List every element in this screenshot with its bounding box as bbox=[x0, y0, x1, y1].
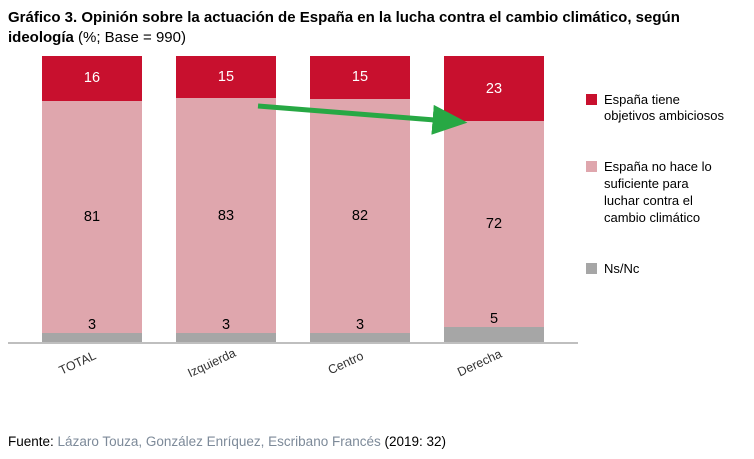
legend-item-1: España no hace lo suficiente para luchar… bbox=[586, 159, 746, 227]
segment-total-series2: 3 bbox=[42, 318, 142, 342]
value-label: 72 bbox=[485, 216, 503, 233]
value-label: 81 bbox=[83, 208, 101, 225]
legend-swatch bbox=[586, 262, 597, 274]
segment-centro-series1: 82 bbox=[310, 98, 410, 334]
segment-izquierda-series0: 15 bbox=[176, 55, 276, 99]
source-authors[interactable]: Lázaro Touza, González Enríquez, Escriba… bbox=[57, 433, 381, 449]
segment-total-series1: 81 bbox=[42, 101, 142, 334]
value-label: 3 bbox=[355, 317, 365, 334]
segment-derecha-series1: 72 bbox=[444, 121, 544, 328]
bar-centro: 15 82 3 bbox=[310, 55, 410, 342]
segment-centro-series0: 15 bbox=[310, 55, 410, 99]
segment-centro-series2: 3 bbox=[310, 318, 410, 342]
legend-item-2: Ns/Nc bbox=[586, 261, 746, 278]
x-axis-label-total: TOTAL bbox=[57, 347, 99, 378]
legend-label: España tiene objetivos ambiciosos bbox=[604, 91, 724, 124]
legend-swatch bbox=[586, 161, 597, 173]
value-label: 82 bbox=[351, 207, 369, 224]
chart-title-main: Gráfico 3. Opinión sobre la actuación de… bbox=[8, 9, 680, 46]
chart-area: 16 81 3 15 83 3 15 82 3 23 72 5 TOTAL Izquierda Centr… bbox=[8, 55, 746, 398]
value-label: 16 bbox=[83, 70, 101, 87]
x-axis-label-derecha: Derecha bbox=[455, 346, 505, 379]
x-axis-label-izquierda: Izquierda bbox=[185, 345, 239, 380]
segment-izquierda-series1: 83 bbox=[176, 98, 276, 334]
bar-derecha: 23 72 5 bbox=[444, 55, 544, 342]
source-suffix: (2019: 32) bbox=[384, 433, 447, 449]
value-label: 5 bbox=[489, 311, 499, 328]
chart-title: Gráfico 3. Opinión sobre la actuación de… bbox=[8, 8, 746, 48]
value-label: 83 bbox=[217, 207, 235, 224]
x-axis-labels: TOTAL Izquierda Centro Derecha bbox=[8, 344, 578, 398]
value-label: 3 bbox=[221, 317, 231, 334]
x-axis-cell: TOTAL bbox=[42, 344, 142, 398]
plot-area: 16 81 3 15 83 3 15 82 3 23 72 5 TOTAL Izquierda Centr… bbox=[8, 55, 578, 398]
bar-izquierda: 15 83 3 bbox=[176, 55, 276, 342]
legend-swatch bbox=[586, 93, 597, 105]
segment-derecha-series0: 23 bbox=[444, 55, 544, 122]
legend: España tiene objetivos ambiciosos España … bbox=[578, 56, 746, 398]
bar-total: 16 81 3 bbox=[42, 55, 142, 342]
source-prefix: Fuente: bbox=[8, 433, 54, 449]
value-label: 3 bbox=[87, 317, 97, 334]
source-note: Fuente: Lázaro Touza, González Enríquez,… bbox=[8, 434, 746, 449]
x-axis-cell: Centro bbox=[310, 344, 410, 398]
segment-izquierda-series2: 3 bbox=[176, 318, 276, 342]
bars-container: 16 81 3 15 83 3 15 82 3 23 72 5 bbox=[8, 55, 578, 344]
legend-label: Ns/Nc bbox=[604, 260, 640, 276]
legend-label: España no hace lo suficiente para luchar… bbox=[604, 159, 712, 226]
value-label: 15 bbox=[351, 68, 369, 85]
segment-total-series0: 16 bbox=[42, 55, 142, 102]
chart-title-base-note: (%; Base = 990) bbox=[73, 28, 186, 46]
legend-item-0: España tiene objetivos ambiciosos bbox=[586, 92, 746, 126]
x-axis-cell: Izquierda bbox=[176, 344, 276, 398]
x-axis-cell: Derecha bbox=[444, 344, 544, 398]
value-label: 15 bbox=[217, 68, 235, 85]
segment-derecha-series2: 5 bbox=[444, 312, 544, 342]
x-axis-label-centro: Centro bbox=[326, 348, 366, 377]
value-label: 23 bbox=[485, 80, 503, 97]
